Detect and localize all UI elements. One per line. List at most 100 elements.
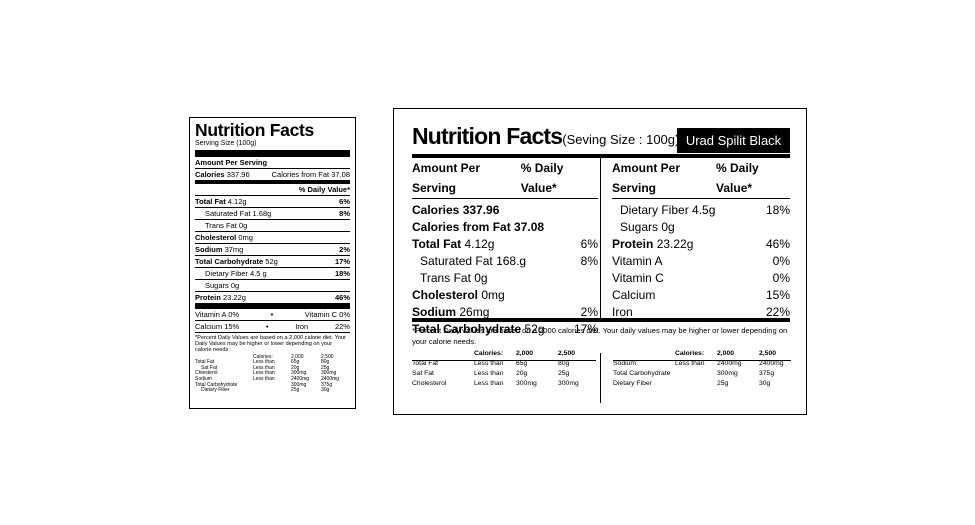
table-header-cell: 2,500 <box>558 350 576 357</box>
table-cell: Less than <box>474 380 504 387</box>
nutrient-label: Calories 337.96 <box>412 203 500 217</box>
footnote: *Percent Daily values are based on a 200… <box>412 326 788 346</box>
nutrient-amount: 0g <box>230 281 240 290</box>
nutrient-name-amount: Total Fat 4.12g <box>195 196 247 207</box>
nutrient-row: Calories from Fat 37.08 <box>412 219 598 236</box>
table-cell: Less than <box>474 360 504 367</box>
nutrient-row: Cholesterol 0mg <box>412 287 598 304</box>
label-title: Nutrition Facts <box>412 123 563 149</box>
nutrient-name-amount: Dietary Fiber 4.5g <box>620 202 715 219</box>
table-cell <box>675 369 717 379</box>
nutrient-label: Sugars <box>205 281 229 290</box>
nutrient-name-amount: Calories 337.96 <box>412 202 499 219</box>
nutrient-name-amount: Cholesterol 0mg <box>412 287 505 304</box>
table-cell: Cholesterol <box>412 380 447 387</box>
nutrient-name-amount: Saturated Fat 168.g <box>420 253 526 270</box>
nutrient-daily-value: 17% <box>573 322 598 336</box>
left-column: Amount Per Serving% Daily Value* Calorie… <box>412 158 598 338</box>
nutrient-amount: 26mg <box>459 305 490 319</box>
table-cell: Less than <box>474 370 504 377</box>
nutrient-label: Cholesterol <box>195 233 237 242</box>
table-cell: 2400mg <box>717 360 742 367</box>
column-header: Amount Per Serving% Daily Value* <box>412 158 598 199</box>
nutrient-name-amount: Protein 23.22g <box>195 292 246 303</box>
nutrient-daily-value: 2% <box>580 305 598 319</box>
nutrient-daily-value: 2% <box>339 245 350 254</box>
table-cell: 25g <box>321 364 330 371</box>
amount-per-serving: Amount Per Serving <box>195 158 268 167</box>
nutrient-amount: 52g <box>524 322 545 336</box>
nutrient-amount: 4.5g <box>692 203 716 217</box>
right-column: Amount Per Serving% Daily Value* Dietary… <box>612 158 790 321</box>
table-cell: Sat Fat <box>201 364 218 371</box>
nutrient-amount: 52g <box>265 257 278 266</box>
nutrient-row: Total Carbohydrate 52g 17% <box>412 321 598 338</box>
table-cell: 300mg <box>321 370 337 377</box>
nutrient-label: Calories from Fat 37.08 <box>412 220 545 234</box>
serving-size: Serving Size (100g) <box>195 140 257 147</box>
nutrient-row: Total Fat 4.12g 6% <box>195 195 350 207</box>
table-cell: 300mg <box>291 381 307 388</box>
nutrient-amount: 0mg <box>238 233 253 242</box>
thick-divider <box>412 318 790 322</box>
nutrient-label: Saturated Fat <box>205 209 251 218</box>
nutrient-row: Sugars 0g <box>195 279 350 291</box>
nutrient-amount: 4.12g <box>227 197 247 206</box>
column-header: Amount Per Serving% Daily Value* <box>612 158 790 199</box>
table-header-cell: 2,000 <box>516 350 534 357</box>
thick-divider <box>195 150 350 157</box>
nutrient-label: Cholesterol <box>412 288 479 302</box>
nutrient-daily-value: 17% <box>334 257 350 266</box>
daily-values-table-right: Calories: 2,000 2,500 Sodium Less than 2400mg… <box>613 349 799 389</box>
nutrient-amount: 4.5 g <box>250 269 267 278</box>
nutrient-daily-value: 46% <box>765 237 790 251</box>
table-header-cell: 2,000 <box>717 350 735 357</box>
nutrient-label: Trans Fat <box>420 271 471 285</box>
column-divider <box>600 158 601 318</box>
table-cell: 300mg <box>717 370 738 377</box>
daily-values-table: Calories: 2,000 2,500 Total Fat Less than 65g… <box>195 354 350 394</box>
nutrient-name-amount: Saturated Fat 1.68g <box>205 208 271 219</box>
nutrient-row: Sodium 37mg 2% <box>195 243 350 255</box>
nutrient-amount: 168.g <box>496 254 527 268</box>
nutrient-row: Sodium 26mg 2% <box>412 304 598 321</box>
table-header-cell <box>613 349 675 359</box>
label-heading: Nutrition Facts(Seving Size : 100g) <box>412 123 679 150</box>
table-cell: 80g <box>321 359 330 366</box>
nutrition-label-horizontal: Nutrition Facts(Seving Size : 100g) Urad… <box>393 108 807 415</box>
table-rule <box>412 360 596 361</box>
footnote: *Percent Daily Values are based on a 2,0… <box>195 332 350 354</box>
nutrition-label-vertical: Nutrition Facts Serving Size (100g) Amou… <box>189 117 356 409</box>
nutrient-row: Dietary Fiber 4.5g 18% <box>612 202 790 219</box>
nutrient-label: Total Carbohydrate <box>412 322 522 336</box>
table-rule <box>613 360 791 361</box>
nutrient-name-amount: Sodium 26mg <box>412 304 489 321</box>
table-cell: Sodium <box>613 360 637 367</box>
table-cell <box>675 379 717 389</box>
nutrient-label: Sodium <box>412 305 456 319</box>
calories-row: Calories 337.96 Calories from Fat 37.08 <box>195 168 350 179</box>
nutrient-label: Sugars <box>620 220 659 234</box>
product-name-tag: Urad Spilit Black <box>677 128 790 153</box>
nutrient-label: Vitamin A <box>612 254 663 268</box>
nutrient-amount: 0g <box>238 221 248 230</box>
table-cell: 20g <box>516 370 528 377</box>
nutrient-name-amount: Trans Fat 0g <box>420 270 488 287</box>
nutrient-label: Dietary Fiber <box>620 203 689 217</box>
nutrient-label: Dietary Fiber <box>205 269 248 278</box>
nutrient-label: Total Carbohydrate <box>195 257 264 266</box>
table-cell: 375g <box>759 370 775 377</box>
nutrient-name-amount: Cholesterol 0mg <box>195 232 253 243</box>
nutrient-row: Saturated Fat 168.g 8% <box>412 253 598 270</box>
medium-divider <box>195 180 350 184</box>
table-cell: Less than <box>253 359 275 366</box>
nutrient-row: Protein 23.22g 46% <box>195 291 350 303</box>
nutrient-name-amount: Sugars 0g <box>620 219 675 236</box>
table-cell: Sodium <box>195 375 212 382</box>
daily-values-table-left: Calories: 2,000 2,500 Total Fat Less than 65g… <box>412 349 598 389</box>
nutrient-name-amount: Calories from Fat 37.08 <box>412 219 544 236</box>
table-cell: Chlesterol <box>195 370 218 377</box>
nutrient-amount: 23.22g <box>222 293 246 302</box>
nutrient-row: Calcium 15% <box>612 287 790 304</box>
table-cell: 2400mg <box>291 375 310 382</box>
